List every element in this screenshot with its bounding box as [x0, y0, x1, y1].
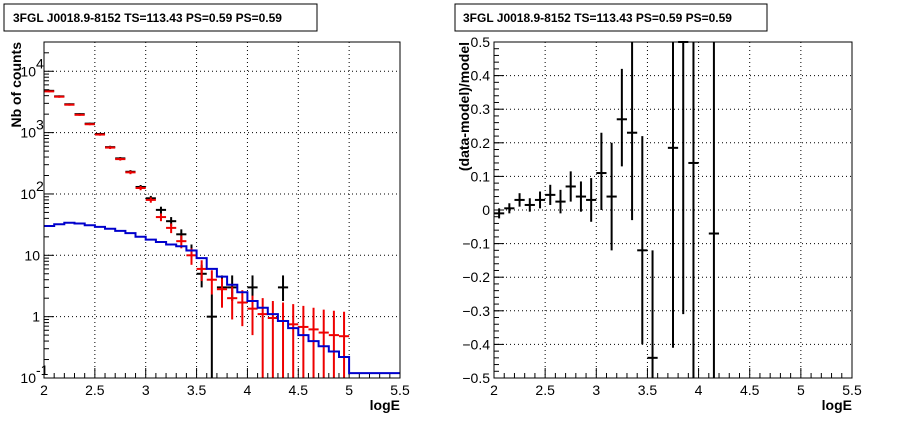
x-tick-label: 2.5: [535, 382, 555, 398]
right-axis-ticks: 2 2.5 3 3.5 4 4.5 5 5.5 0.5 0.4 0.3 0.2 0.1 0 −0.1 −0.2…: [462, 34, 862, 398]
y-tick-exponent: 4: [36, 55, 44, 71]
x-tick-label: 2: [40, 382, 48, 398]
y-tick-label: −0.1: [462, 236, 490, 252]
y-tick-label: −0.4: [462, 336, 490, 352]
y-tick-label: 0.2: [471, 135, 491, 151]
right-title-box: [454, 3, 768, 32]
right-panel: 3FGL J0018.9-8152 TS=113.43 PS=0.59 PS=0…: [454, 3, 862, 413]
y-tick-exponent: 2: [36, 178, 44, 194]
right-y-axis-label: (data-model)/model: [456, 42, 472, 171]
x-tick-label: 2.5: [85, 382, 105, 398]
x-tick-label: 3: [592, 382, 600, 398]
x-tick-label: 3.5: [638, 382, 658, 398]
y-tick-exponent: -1: [36, 362, 49, 378]
left-chart-title: 3FGL J0018.9-8152 TS=113.43 PS=0.59 PS=0…: [13, 11, 282, 25]
y-tick-exponent: 3: [36, 117, 44, 133]
y-tick-label: 10: [20, 370, 36, 386]
right-chart-title: 3FGL J0018.9-8152 TS=113.43 PS=0.59 PS=0…: [463, 11, 732, 25]
x-tick-label: 5.5: [842, 382, 862, 398]
right-x-axis-label: logE: [822, 397, 852, 413]
left-plot-marks: [44, 89, 400, 378]
left-panel: 3FGL J0018.9-8152 TS=113.43 PS=0.59 PS=0…: [3, 3, 410, 413]
left-plot-frame: [43, 41, 401, 379]
left-title-box: [3, 3, 318, 32]
y-tick-label: 0.5: [471, 34, 491, 50]
y-tick-label: −0.5: [462, 370, 490, 386]
x-tick-label: 4: [695, 382, 703, 398]
right-plot-marks: [494, 41, 720, 378]
left-y-axis-label: Nb of counts: [8, 42, 24, 128]
right-plot-frame: [493, 41, 853, 379]
y-tick-label: 10: [20, 186, 36, 202]
right-grid: [494, 42, 852, 378]
y-tick-label: 1: [32, 309, 40, 325]
y-tick-label: −0.3: [462, 303, 490, 319]
y-tick-label: −0.2: [462, 269, 490, 285]
x-tick-label: 5: [345, 382, 353, 398]
x-tick-label: 4.5: [289, 382, 309, 398]
x-tick-label: 4: [244, 382, 252, 398]
y-tick-label: 0: [482, 202, 490, 218]
y-tick-label: 10: [20, 63, 36, 79]
x-tick-label: 5.5: [390, 382, 410, 398]
left-x-axis-label: logE: [370, 397, 400, 413]
y-tick-label: 10: [20, 125, 36, 141]
x-tick-label: 3.5: [187, 382, 207, 398]
x-tick-label: 3: [142, 382, 150, 398]
left-grid: [44, 42, 400, 378]
model-step-line: [44, 221, 400, 375]
x-tick-label: 4.5: [740, 382, 760, 398]
y-tick-label: 0.1: [471, 168, 491, 184]
x-tick-label: 5: [797, 382, 805, 398]
x-tick-label: 2: [490, 382, 498, 398]
y-tick-label: 0.4: [471, 68, 491, 84]
y-tick-label: 10: [24, 247, 40, 263]
y-tick-label: 0.3: [471, 101, 491, 117]
